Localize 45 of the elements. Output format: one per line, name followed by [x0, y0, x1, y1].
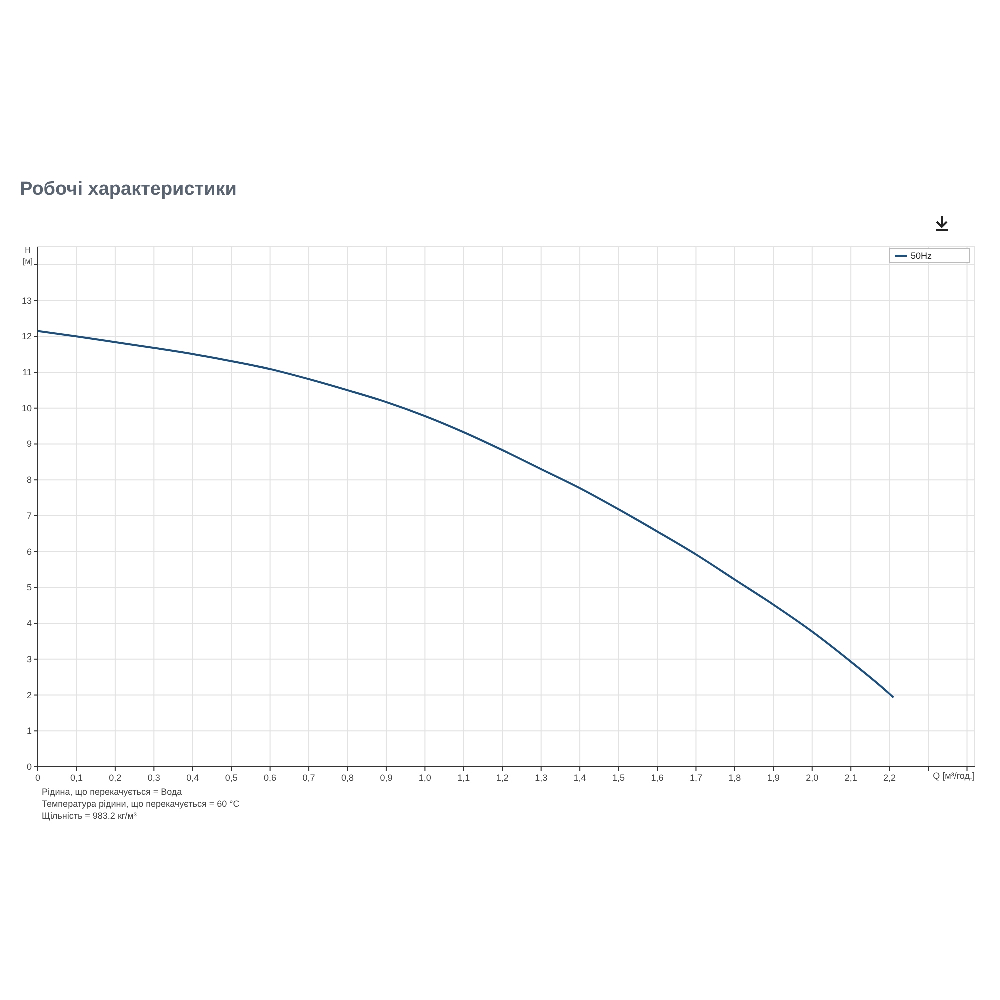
y-tick-label: 3 — [26, 654, 32, 664]
text: Щільність = 983.2 кг/м³ — [42, 811, 137, 821]
x-tick-label: 0,6 — [264, 773, 277, 783]
text: Температура рідини, що перекачується = 60 °C — [42, 799, 240, 809]
chart-title: Робочі характеристики — [20, 179, 237, 200]
x-tick-label: 0,8 — [341, 773, 354, 783]
x-tick-label: 1,5 — [612, 773, 626, 783]
x-tick-label: 0 — [35, 773, 41, 783]
x-tick-label: 0,1 — [70, 773, 83, 783]
y-tick-label: 2 — [26, 690, 32, 700]
y-tick-label: 4 — [26, 618, 32, 629]
y-tick-label: 12 — [22, 332, 32, 342]
x-tick-label: 0,3 — [148, 773, 160, 783]
y-tick-label: 8 — [26, 475, 32, 486]
legend-label: 50Hz — [911, 251, 933, 261]
x-tick-label: 0,4 — [186, 773, 200, 783]
x-tick-label: 1,4 — [574, 773, 586, 783]
x-axis-title: Q [м³/год.] — [933, 771, 975, 781]
x-tick-label: 2,0 — [806, 773, 819, 783]
x-tick-label: 1,3 — [535, 773, 548, 783]
line-series — [37, 330, 895, 699]
text: Рідина, що перекачується = Вода — [42, 787, 182, 797]
x-tick-label: 1,1 — [458, 773, 470, 783]
x-tick-label: 1,9 — [767, 773, 780, 783]
y-tick-label: 7 — [26, 510, 32, 521]
y-axis-title: H [м] — [23, 246, 33, 266]
x-tick-label: 0,2 — [109, 773, 122, 783]
y-tick-label: 13 — [22, 296, 32, 306]
x-tick-label: 1,7 — [690, 773, 702, 783]
y-tick-label: 5 — [26, 582, 32, 593]
x-tick-label: 1,0 — [418, 773, 432, 783]
x-tick-label: 1,8 — [728, 773, 742, 783]
x-tick-label: 2,2 — [884, 773, 896, 783]
y-tick-label: 6 — [26, 546, 32, 557]
x-tick-label: 1,2 — [496, 773, 509, 783]
x-tick-label: 2,1 — [844, 773, 858, 783]
y-tick-label: 11 — [22, 368, 32, 378]
x-tick-label: 0,9 — [380, 773, 393, 783]
x-tick-label: 0,7 — [302, 773, 316, 783]
y-tick-label: 10 — [22, 403, 32, 414]
x-tick-label: 1,6 — [651, 773, 664, 783]
x-tick-label: 0,5 — [225, 773, 238, 783]
y-tick-label: 1 — [26, 726, 32, 736]
y-tick-label: 0 — [26, 762, 32, 772]
y-tick-label: 9 — [26, 439, 32, 450]
